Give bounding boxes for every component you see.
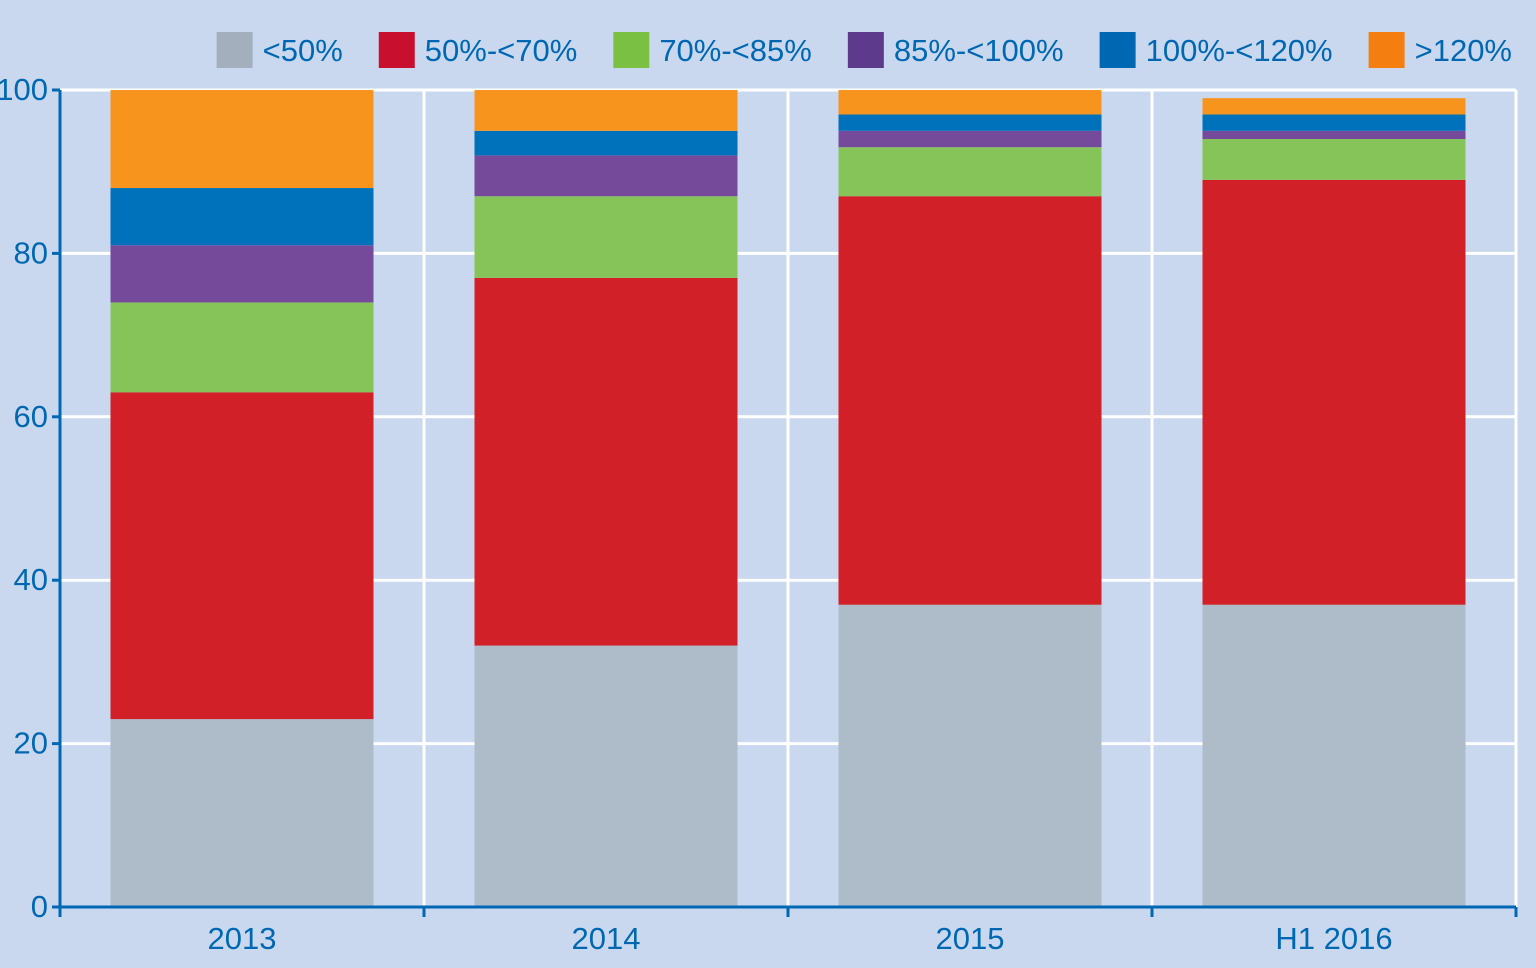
- legend-label-1: 50%-<70%: [425, 33, 578, 68]
- bar-stacks: [110, 90, 1466, 907]
- legend-swatch-3: [847, 32, 884, 68]
- legend-label-4: 100%-<120%: [1146, 33, 1333, 68]
- bar-segment-2015-series-0: [838, 604, 1102, 907]
- legend-swatch-2: [613, 32, 650, 68]
- x-tick-label-0: 2013: [208, 921, 277, 956]
- legend-item-3: 85%-<100%: [847, 32, 1064, 68]
- bar-segment-2015-series-4: [838, 114, 1102, 131]
- legend-swatch-5: [1368, 32, 1405, 68]
- bar-segment-H1-2016-series-0: [1202, 604, 1466, 907]
- bar-segment-2013-series-4: [110, 188, 374, 246]
- bar-segment-2015-series-2: [838, 147, 1102, 197]
- x-tick-label-2: 2015: [936, 921, 1005, 956]
- bar-segment-H1-2016-series-4: [1202, 114, 1466, 131]
- bar-segment-2013-series-0: [110, 719, 374, 907]
- bar-segment-2014-series-2: [474, 196, 738, 278]
- legend-label-5: >120%: [1415, 33, 1512, 68]
- bar-segment-2013-series-5: [110, 90, 374, 189]
- x-tick-label-3: H1 2016: [1275, 921, 1392, 956]
- axes: 0 20 40 60 80 100 2013 2014 2015 H1 2016: [0, 72, 1518, 956]
- bar-segment-H1-2016-series-1: [1202, 179, 1466, 605]
- legend-label-0: <50%: [263, 33, 343, 68]
- x-tick-label-1: 2014: [572, 921, 641, 956]
- legend-item-0: <50%: [216, 32, 343, 68]
- bar-segment-2014-series-1: [474, 277, 738, 646]
- bar-segment-2014-series-4: [474, 130, 738, 156]
- legend-label-2: 70%-<85%: [659, 33, 812, 68]
- y-tick-label-80: 80: [14, 235, 48, 270]
- bar-segment-2015-series-1: [838, 196, 1102, 605]
- bar-segment-H1-2016-series-3: [1202, 130, 1466, 140]
- legend-swatch-1: [378, 32, 415, 68]
- legend-swatch-4: [1099, 32, 1136, 68]
- bar-segment-2014-series-0: [474, 645, 738, 907]
- bar-segment-H1-2016-series-5: [1202, 98, 1466, 115]
- legend-item-4: 100%-<120%: [1099, 32, 1333, 68]
- legend: <50% 50%-<70% 70%-<85% 85%-<100% 100%-<120% >…: [216, 32, 1512, 68]
- legend-label-3: 85%-<100%: [894, 33, 1064, 68]
- bar-segment-2014-series-5: [474, 90, 738, 131]
- bar-segment-2013-series-3: [110, 245, 374, 303]
- y-tick-label-60: 60: [14, 399, 48, 434]
- y-tick-label-0: 0: [31, 889, 48, 924]
- bar-segment-2013-series-1: [110, 392, 374, 720]
- y-tick-label-40: 40: [14, 562, 48, 597]
- legend-item-5: >120%: [1368, 32, 1512, 68]
- legend-swatch-0: [216, 32, 253, 68]
- y-tick-label-100: 100: [0, 72, 48, 107]
- legend-item-1: 50%-<70%: [378, 32, 578, 68]
- legend-item-2: 70%-<85%: [613, 32, 812, 68]
- bar-segment-H1-2016-series-2: [1202, 139, 1466, 180]
- bar-segment-2014-series-3: [474, 155, 738, 197]
- bar-segment-2015-series-3: [838, 130, 1102, 148]
- y-tick-label-20: 20: [14, 726, 48, 761]
- bar-segment-2013-series-2: [110, 302, 374, 393]
- bar-segment-2015-series-5: [838, 90, 1102, 115]
